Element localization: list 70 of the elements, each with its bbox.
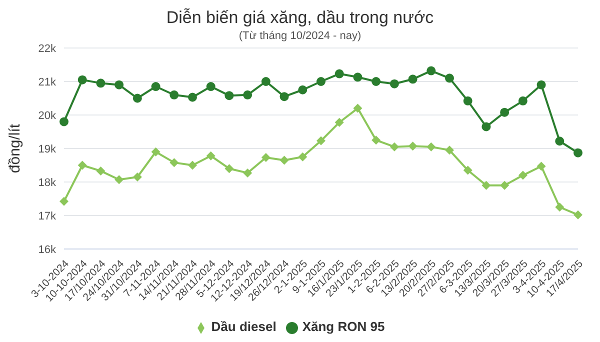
point [316, 136, 326, 146]
point [206, 151, 216, 160]
point [316, 77, 326, 86]
point [574, 210, 582, 220]
point [426, 66, 436, 76]
point [243, 90, 252, 100]
point [353, 72, 362, 82]
y-tick-label: 17k [38, 210, 56, 222]
point [298, 152, 308, 162]
point [96, 166, 106, 176]
point [206, 82, 216, 92]
y-tick-label: 22k [38, 42, 56, 55]
point [463, 166, 472, 175]
point [353, 104, 362, 113]
point [188, 160, 197, 170]
point [408, 74, 418, 84]
point [224, 91, 234, 100]
point [518, 170, 528, 180]
point [96, 78, 106, 88]
point [555, 136, 564, 146]
point [445, 146, 454, 155]
point [334, 118, 344, 127]
point [482, 122, 491, 132]
point [151, 147, 160, 156]
point [518, 96, 528, 106]
point [555, 202, 564, 212]
point [500, 108, 510, 117]
point [390, 142, 399, 152]
point [78, 160, 87, 170]
y-axis-title: đồng/lít [6, 123, 24, 174]
point [261, 77, 270, 86]
point [60, 117, 68, 126]
point [500, 180, 510, 190]
point [298, 85, 308, 94]
y-tick-label: 18k [38, 176, 56, 189]
y-tick-label: 19k [38, 143, 56, 156]
point [408, 142, 418, 151]
y-tick-label: 21k [38, 76, 56, 88]
point [224, 164, 234, 174]
point [261, 153, 270, 162]
point [151, 82, 160, 92]
chart-subtitle: (Từ tháng 10/2024 - nay) [238, 30, 362, 42]
point [463, 96, 472, 106]
point [372, 136, 381, 145]
legend-label: Dầu diesel [211, 319, 276, 334]
point [132, 94, 142, 103]
point [114, 80, 124, 90]
point [170, 158, 179, 168]
point [445, 74, 454, 83]
y-tick-label: 20k [38, 110, 56, 122]
point [536, 162, 546, 171]
point [280, 92, 289, 102]
point [334, 69, 344, 78]
chart-title: Diễn biến giá xăng, dầu trong nước [165, 8, 435, 28]
point [132, 172, 142, 182]
point [60, 196, 68, 206]
y-tick-label: 16k [38, 244, 56, 256]
point [114, 175, 124, 184]
point [390, 79, 399, 88]
point [78, 75, 87, 84]
legend-label: Xăng RON 95 [302, 319, 385, 334]
point [574, 148, 582, 158]
point [482, 180, 491, 190]
point [188, 92, 197, 102]
point [426, 142, 436, 152]
point [280, 156, 289, 165]
point [170, 90, 179, 100]
point [243, 168, 252, 178]
point [372, 77, 381, 86]
point [536, 80, 546, 90]
